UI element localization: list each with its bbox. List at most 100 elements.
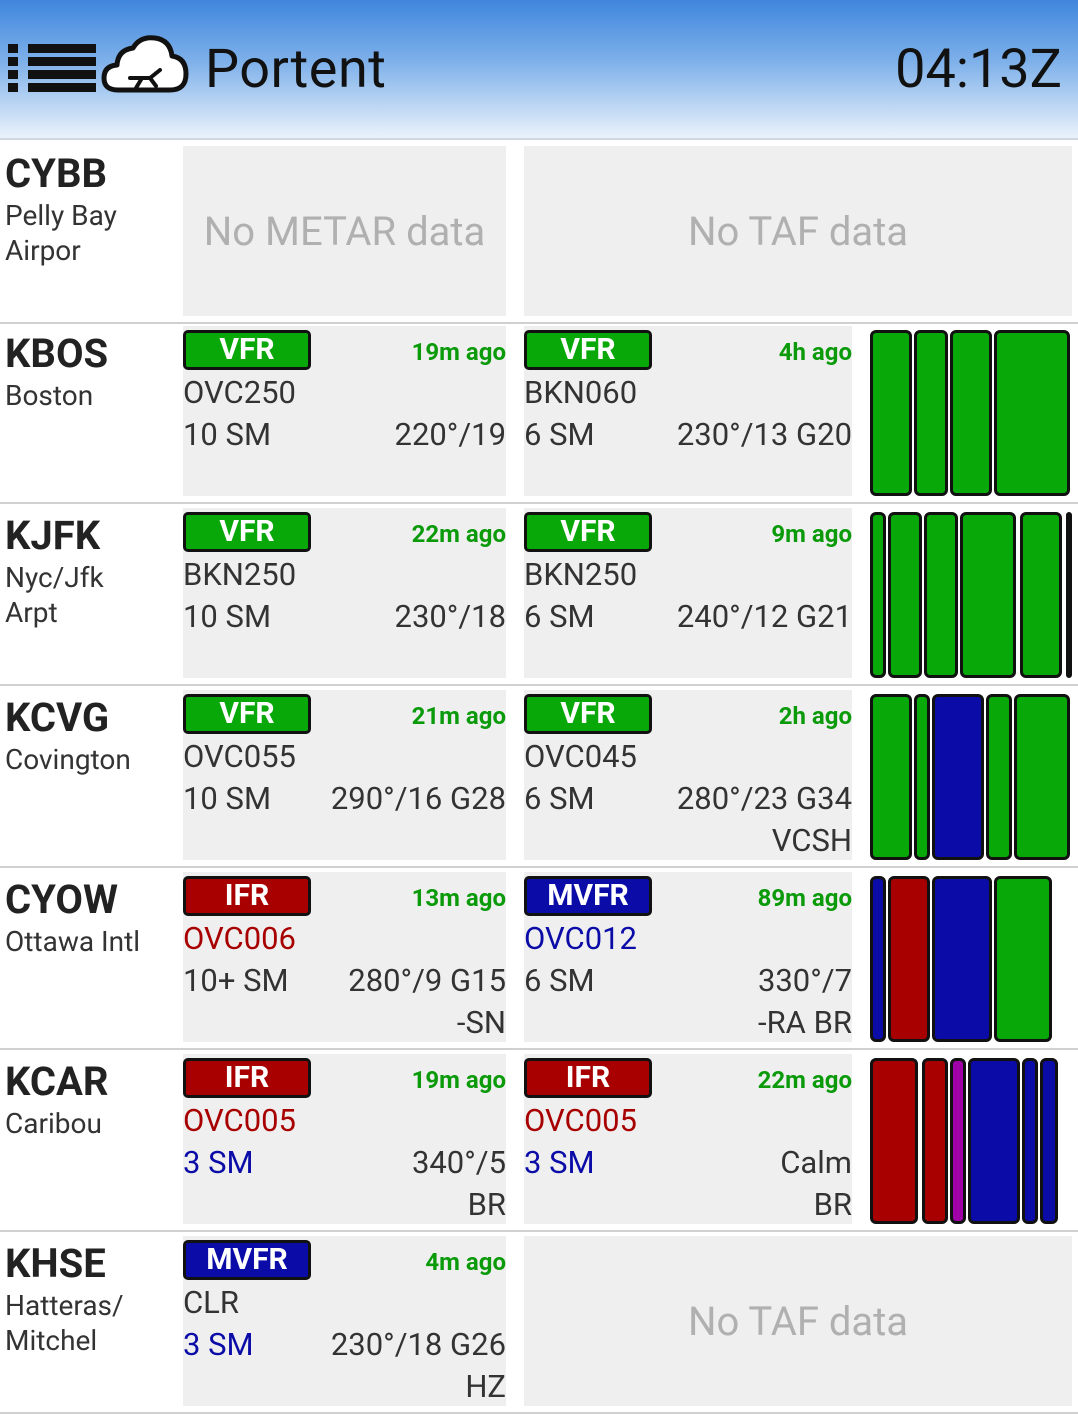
zulu-clock: 04:13Z xyxy=(895,38,1062,101)
taf-age: 89m ago xyxy=(757,884,852,912)
taf-wind: 280°/23 G34 xyxy=(676,780,852,817)
metar-visibility: 10 SM xyxy=(183,598,272,635)
no-taf-text: No TAF data xyxy=(687,1298,909,1345)
timeline-segment-vfr xyxy=(914,330,948,496)
metar-panel[interactable]: IFR 13m ago OVC006 10+ SM 280°/9 G15 -SN xyxy=(183,872,506,1042)
taf-timeline[interactable] xyxy=(870,512,1072,678)
metar-wind: 290°/16 G28 xyxy=(330,780,506,817)
timeline-segment-vfr xyxy=(994,876,1052,1042)
station-info: KCVG Covington xyxy=(5,694,175,777)
metar-visibility: 10 SM xyxy=(183,416,272,453)
metar-weather: HZ xyxy=(465,1368,506,1405)
station-row-kcvg[interactable]: KCVG Covington VFR 21m ago OVC055 10 SM 290°/1… xyxy=(0,686,1078,868)
station-code: KCVG xyxy=(5,694,110,741)
station-info: CYOW Ottawa Intl xyxy=(5,876,175,959)
taf-sky-condition: BKN060 xyxy=(524,374,638,411)
taf-panel[interactable]: MVFR 89m ago OVC012 6 SM 330°/7 -RA BR xyxy=(524,872,852,1042)
no-metar-text: No METAR data xyxy=(203,208,486,255)
taf-panel[interactable]: VFR 2h ago OVC045 6 SM 280°/23 G34 VCSH xyxy=(524,690,852,860)
timeline-segment-vfr xyxy=(914,694,930,860)
timeline-segment-mvfr xyxy=(1022,1058,1038,1224)
timeline-segment-vfr xyxy=(994,330,1070,496)
metar-age: 22m ago xyxy=(411,520,506,548)
metar-panel[interactable]: No METAR data xyxy=(183,146,506,316)
timeline-segment-vfr xyxy=(870,330,912,496)
taf-age: 2h ago xyxy=(778,702,852,730)
station-row-kjfk[interactable]: KJFK Nyc/Jfk Arpt VFR 22m ago BKN250 10 SM 230… xyxy=(0,504,1078,686)
metar-sky-condition: CLR xyxy=(183,1284,239,1321)
station-row-kbos[interactable]: KBOS Boston VFR 19m ago OVC250 10 SM 220°/19 VF… xyxy=(0,322,1078,504)
timeline-segment-ifr xyxy=(888,876,930,1042)
timeline-segment-vfr xyxy=(924,512,958,678)
timeline-segment-mvfr xyxy=(1040,1058,1058,1224)
taf-panel[interactable]: VFR 9m ago BKN250 6 SM 240°/12 G21 xyxy=(524,508,852,678)
station-name: Pelly Bay Airpor xyxy=(5,199,117,267)
metar-wind: 230°/18 G26 xyxy=(330,1326,506,1363)
station-info: CYBB Pelly Bay Airpor xyxy=(5,150,175,268)
station-row-khse[interactable]: KHSE Hatteras/ Mitchel MVFR 4m ago CLR 3 SM 23… xyxy=(0,1232,1078,1414)
timeline-segment-vfr xyxy=(1066,512,1072,678)
metar-flight-category-badge: MVFR xyxy=(183,1240,311,1280)
station-info: KCAR Caribou xyxy=(5,1058,175,1141)
metar-visibility: 3 SM xyxy=(183,1144,254,1181)
metar-visibility: 3 SM xyxy=(183,1326,254,1363)
timeline-segment-mvfr xyxy=(870,876,886,1042)
timeline-segment-ifr xyxy=(870,1058,918,1224)
metar-wind: 340°/5 xyxy=(411,1144,506,1181)
timeline-segment-vfr xyxy=(986,694,1012,860)
timeline-segment-ifr xyxy=(922,1058,948,1224)
taf-sky-condition: OVC005 xyxy=(524,1102,637,1139)
taf-wind: 240°/12 G21 xyxy=(676,598,852,635)
metar-age: 19m ago xyxy=(411,1066,506,1094)
taf-age: 4h ago xyxy=(778,338,852,366)
metar-panel[interactable]: VFR 19m ago OVC250 10 SM 220°/19 xyxy=(183,326,506,496)
app-title: Portent xyxy=(205,38,387,101)
taf-age: 9m ago xyxy=(771,520,852,548)
taf-panel[interactable]: IFR 22m ago OVC005 3 SM Calm BR xyxy=(524,1054,852,1224)
station-name: Covington xyxy=(5,743,131,776)
station-code: CYBB xyxy=(5,150,107,197)
station-code: KJFK xyxy=(5,512,101,559)
taf-wind: 230°/13 G20 xyxy=(676,416,852,453)
no-taf-text: No TAF data xyxy=(687,208,909,255)
taf-timeline[interactable] xyxy=(870,694,1072,860)
metar-age: 4m ago xyxy=(425,1248,506,1276)
taf-visibility: 6 SM xyxy=(524,962,595,999)
metar-age: 21m ago xyxy=(411,702,506,730)
station-row-cybb[interactable]: CYBB Pelly Bay Airpor No METAR data No TAF … xyxy=(0,142,1078,324)
cloud-plane-icon xyxy=(101,35,189,93)
metar-flight-category-badge: VFR xyxy=(183,330,311,370)
metar-sky-condition: OVC005 xyxy=(183,1102,296,1139)
timeline-segment-mvfr xyxy=(932,694,984,860)
metar-sky-condition: OVC006 xyxy=(183,920,296,957)
metar-panel[interactable]: IFR 19m ago OVC005 3 SM 340°/5 BR xyxy=(183,1054,506,1224)
station-row-kcar[interactable]: KCAR Caribou IFR 19m ago OVC005 3 SM 340°/5 BR I… xyxy=(0,1050,1078,1232)
taf-panel[interactable]: VFR 4h ago BKN060 6 SM 230°/13 G20 xyxy=(524,326,852,496)
taf-wind: Calm xyxy=(780,1144,852,1181)
timeline-segment-vfr xyxy=(870,512,886,678)
station-name: Hatteras/ Mitchel xyxy=(5,1289,124,1357)
station-info: KHSE Hatteras/ Mitchel xyxy=(5,1240,175,1358)
taf-visibility: 6 SM xyxy=(524,780,595,817)
taf-panel[interactable]: No TAF data xyxy=(524,146,1072,316)
metar-panel[interactable]: VFR 21m ago OVC055 10 SM 290°/16 G28 xyxy=(183,690,506,860)
metar-panel[interactable]: VFR 22m ago BKN250 10 SM 230°/18 xyxy=(183,508,506,678)
menu-list-icon[interactable] xyxy=(8,42,96,94)
station-row-cyow[interactable]: CYOW Ottawa Intl IFR 13m ago OVC006 10+ SM 280… xyxy=(0,868,1078,1050)
taf-timeline[interactable] xyxy=(870,876,1072,1042)
app-header: Portent 04:13Z xyxy=(0,0,1078,140)
metar-wind: 230°/18 xyxy=(394,598,506,635)
metar-panel[interactable]: MVFR 4m ago CLR 3 SM 230°/18 G26 HZ xyxy=(183,1236,506,1406)
timeline-segment-mvfr xyxy=(932,876,992,1042)
timeline-segment-vfr xyxy=(950,330,992,496)
taf-weather: BR xyxy=(813,1186,852,1223)
taf-visibility: 6 SM xyxy=(524,598,595,635)
taf-visibility: 3 SM xyxy=(524,1144,595,1181)
metar-flight-category-badge: VFR xyxy=(183,512,311,552)
taf-panel[interactable]: No TAF data xyxy=(524,1236,1072,1406)
taf-timeline[interactable] xyxy=(870,1058,1072,1224)
metar-age: 19m ago xyxy=(411,338,506,366)
timeline-segment-vfr xyxy=(1020,512,1062,678)
taf-timeline[interactable] xyxy=(870,330,1072,496)
station-code: KBOS xyxy=(5,330,109,377)
